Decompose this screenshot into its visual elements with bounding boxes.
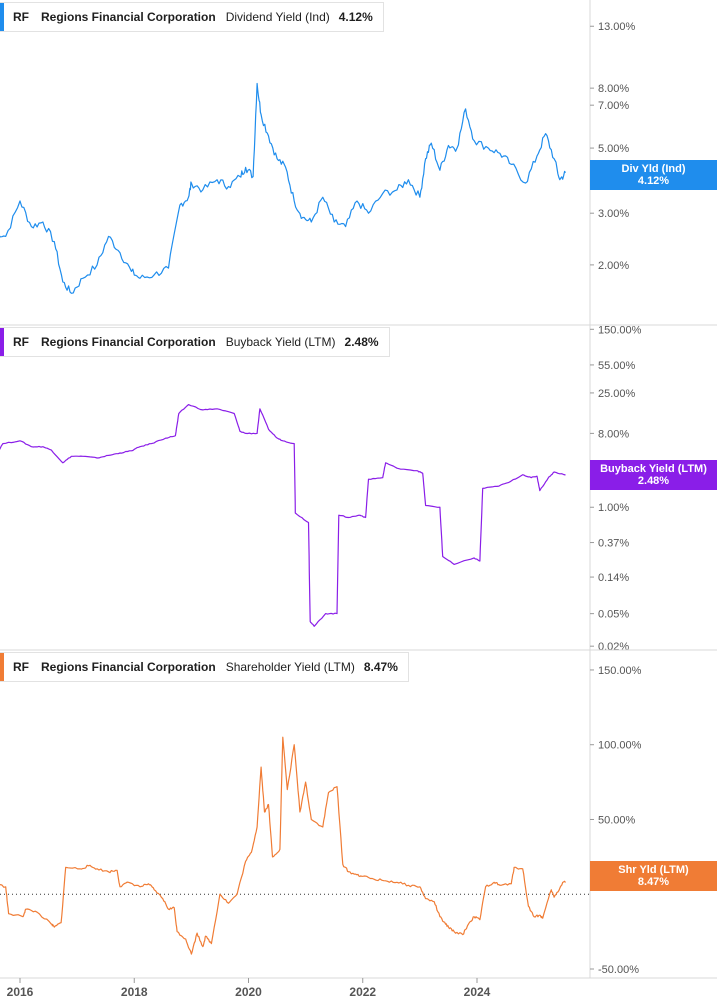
shareholder-badge-value: 8.47%: [637, 876, 670, 888]
shareholder-yield-panel: 150.00% 100.00% 50.00% -50.00%: [0, 649, 717, 978]
dividend-yield-panel: 13.00% 8.00% 7.00% 5.00% 3.00% 2.00%: [0, 0, 636, 325]
x-tick-label: 2022: [349, 985, 376, 999]
buyback-y-tick-label: 0.05%: [598, 609, 629, 621]
buyback-y-tick-label: 0.37%: [598, 538, 629, 550]
buyback-badge-value: 2.48%: [637, 475, 670, 487]
dividend-legend-ticker: RF: [13, 10, 29, 24]
buyback-badge-label: Buyback Yield (LTM): [600, 463, 707, 475]
shareholder-legend-swatch: [0, 653, 4, 681]
dividend-y-tick-label: 3.00%: [598, 208, 629, 220]
dividend-legend-metric: Dividend Yield (Ind): [225, 10, 330, 24]
dividend-series-line: [0, 82, 566, 294]
buyback-legend-ticker: RF: [13, 335, 29, 349]
shareholder-legend-value: 8.47%: [363, 660, 398, 674]
shareholder-legend-ticker: RF: [13, 660, 29, 674]
buyback-y-tick-label: 8.00%: [598, 428, 629, 440]
x-axis: 2016 2018 2020 2022 2024: [0, 977, 717, 999]
buyback-y-tick-label: 0.14%: [598, 572, 629, 584]
buyback-legend: RF Regions Financial Corporation Buyback…: [0, 327, 390, 357]
shareholder-legend-metric: Shareholder Yield (LTM): [225, 660, 355, 674]
dividend-badge-label: Div Yld (Ind): [621, 163, 686, 175]
buyback-legend-value: 2.48%: [344, 335, 379, 349]
shareholder-legend-company: Regions Financial Corporation: [41, 660, 216, 674]
buyback-legend-swatch: [0, 328, 4, 356]
buyback-y-tick-label: 150.00%: [598, 324, 642, 336]
x-tick-label: 2024: [464, 985, 491, 999]
buyback-legend-company: Regions Financial Corporation: [41, 335, 216, 349]
x-tick-label: 2020: [235, 985, 262, 999]
shareholder-y-tick-label: 150.00%: [598, 665, 642, 677]
buyback-value-badge: Buyback Yield (LTM) 2.48%: [590, 460, 717, 490]
buyback-series-line: [0, 404, 566, 627]
buyback-y-tick-label: 55.00%: [598, 360, 636, 372]
shareholder-legend: RF Regions Financial Corporation Shareho…: [0, 652, 409, 682]
x-tick-label: 2016: [7, 985, 34, 999]
buyback-y-tick-label: 0.02%: [598, 641, 629, 653]
x-tick-label: 2018: [121, 985, 148, 999]
buyback-yield-panel: 150.00% 55.00% 25.00% 8.00% 1.00% 0.37% 0.14% 0…: [0, 324, 717, 653]
buyback-y-tick-label: 1.00%: [598, 502, 629, 514]
dividend-badge-value: 4.12%: [637, 175, 670, 187]
dividend-legend-value: 4.12%: [338, 10, 373, 24]
shareholder-y-tick-label: -50.00%: [598, 964, 639, 976]
dividend-legend-company: Regions Financial Corporation: [41, 10, 216, 24]
shareholder-badge-label: Shr Yld (LTM): [618, 864, 689, 876]
dividend-value-badge: Div Yld (Ind) 4.12%: [590, 160, 717, 190]
dividend-y-tick-label: 13.00%: [598, 21, 636, 33]
shareholder-y-tick-label: 100.00%: [598, 740, 642, 752]
shareholder-y-tick-label: 50.00%: [598, 814, 636, 826]
dividend-y-tick-label: 8.00%: [598, 83, 629, 95]
shareholder-value-badge: Shr Yld (LTM) 8.47%: [590, 861, 717, 891]
dividend-y-tick-label: 7.00%: [598, 100, 629, 112]
dividend-legend: RF Regions Financial Corporation Dividen…: [0, 2, 384, 32]
dividend-y-tick-label: 5.00%: [598, 143, 629, 155]
dividend-legend-swatch: [0, 3, 4, 31]
shareholder-series-line: [0, 736, 566, 955]
dividend-y-tick-label: 2.00%: [598, 260, 629, 272]
buyback-legend-metric: Buyback Yield (LTM): [225, 335, 336, 349]
buyback-y-tick-label: 25.00%: [598, 388, 636, 400]
